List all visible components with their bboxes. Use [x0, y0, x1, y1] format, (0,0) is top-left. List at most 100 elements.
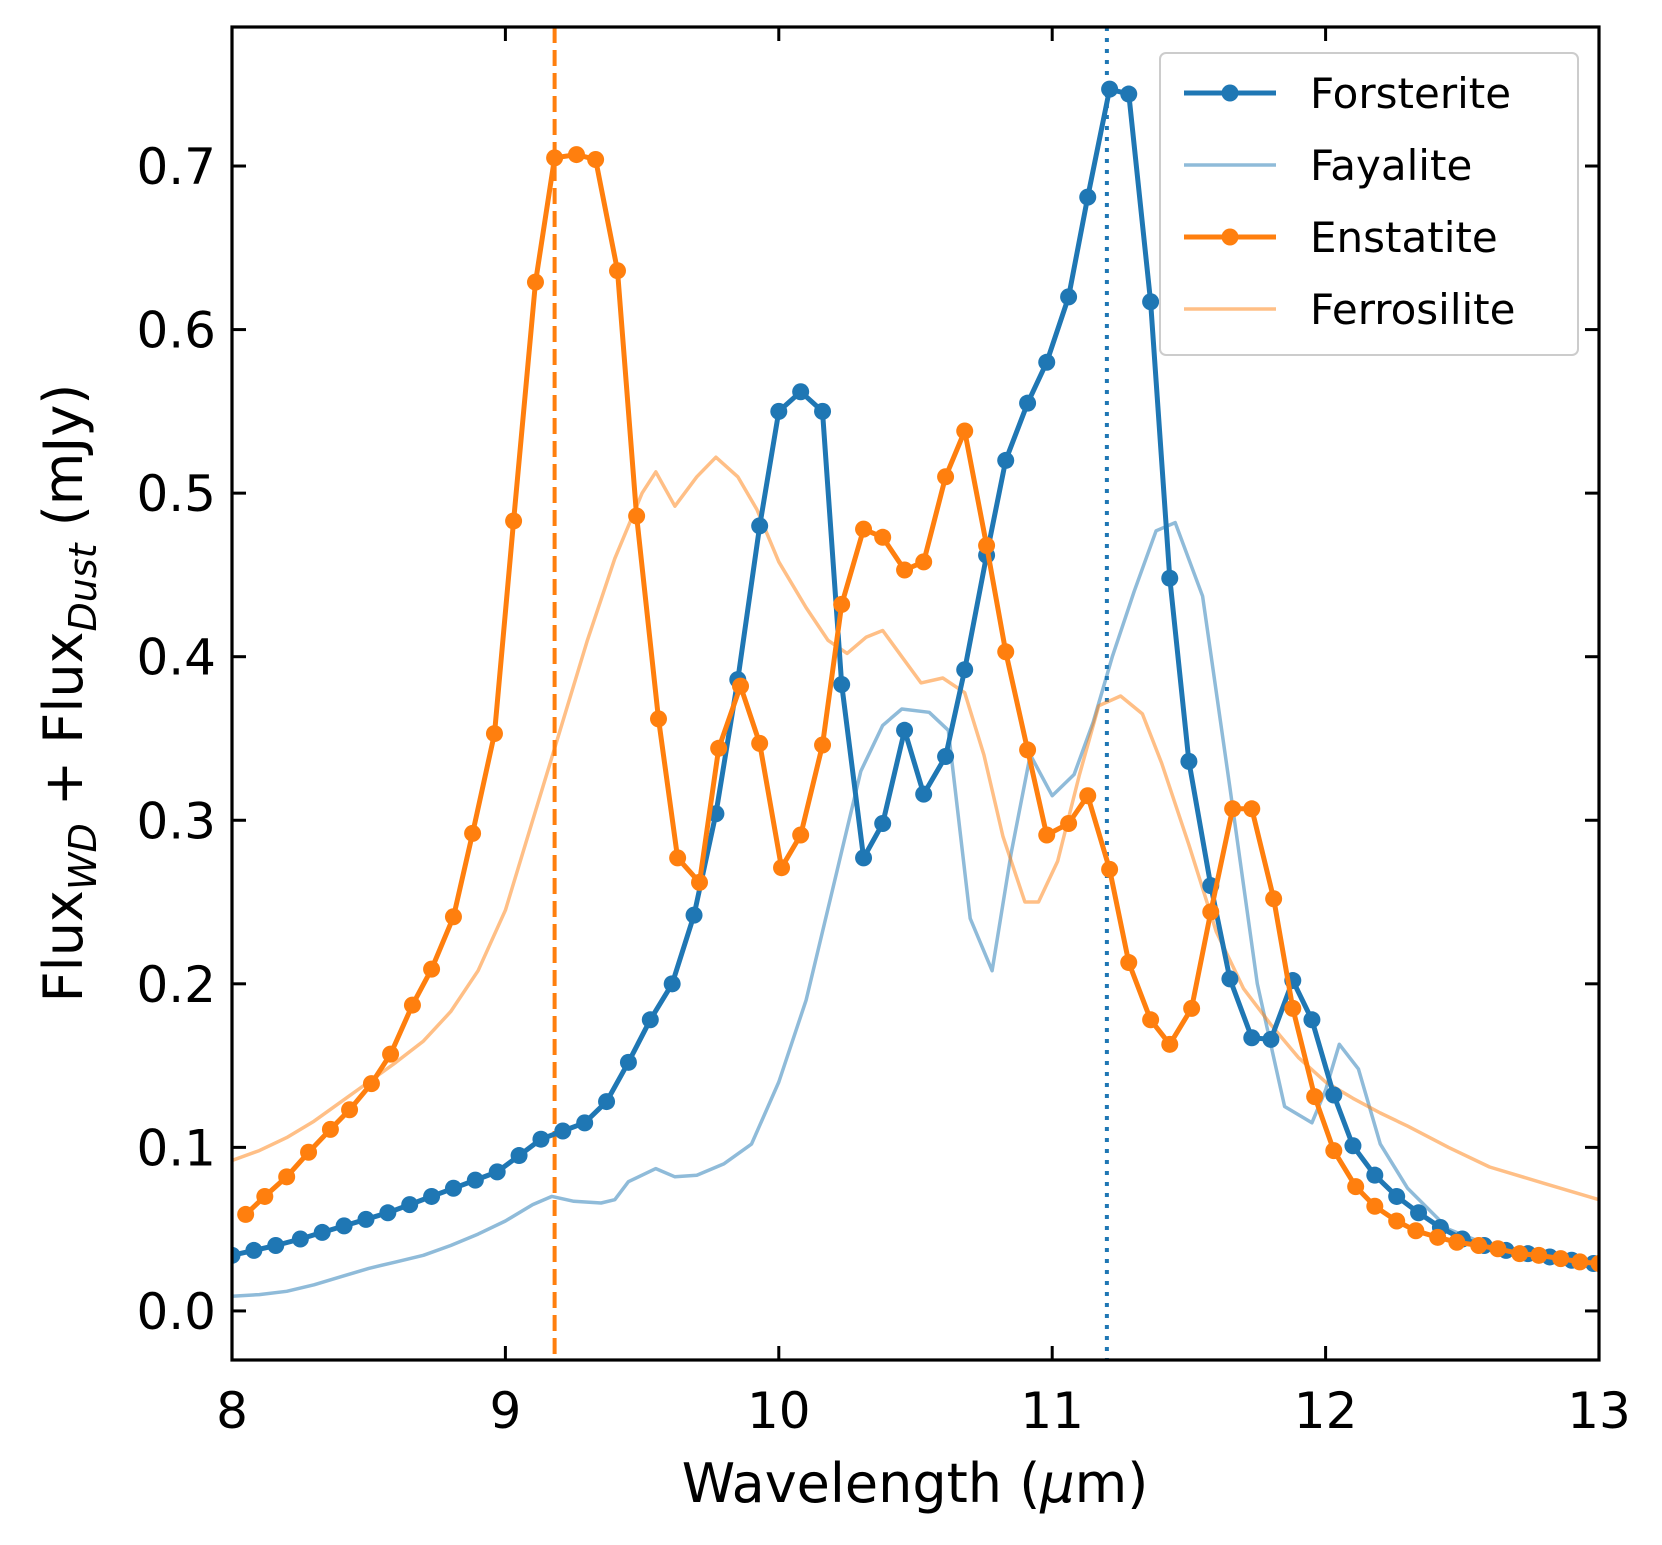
data-point-enstatite	[1101, 860, 1119, 878]
data-point-forsterite	[598, 1093, 616, 1111]
data-point-forsterite	[554, 1122, 572, 1140]
data-point-enstatite	[321, 1120, 339, 1138]
data-point-enstatite	[464, 824, 482, 842]
data-point-enstatite	[1243, 800, 1261, 818]
data-point-enstatite	[855, 520, 873, 538]
data-point-enstatite	[1038, 826, 1056, 844]
data-point-forsterite	[833, 676, 851, 694]
data-point-enstatite	[1265, 890, 1283, 908]
data-point-forsterite	[1180, 752, 1198, 770]
data-point-forsterite	[770, 402, 788, 420]
data-point-enstatite	[1530, 1246, 1548, 1264]
data-point-forsterite	[357, 1210, 375, 1228]
data-point-enstatite	[1388, 1212, 1406, 1230]
data-point-forsterite	[1410, 1204, 1428, 1222]
data-point-forsterite	[1060, 288, 1078, 306]
data-point-forsterite	[466, 1171, 484, 1189]
data-point-enstatite	[1325, 1142, 1343, 1160]
data-point-forsterite	[1344, 1137, 1362, 1155]
data-point-enstatite	[505, 512, 523, 530]
data-point-forsterite	[1161, 569, 1179, 587]
data-point-enstatite	[691, 873, 709, 891]
data-point-enstatite	[1552, 1250, 1570, 1268]
data-point-enstatite	[814, 736, 832, 754]
data-point-forsterite	[937, 747, 955, 765]
data-point-forsterite	[232, 1246, 241, 1264]
series-line-fayalite	[232, 520, 1599, 1298]
data-point-enstatite	[546, 149, 564, 167]
data-point-forsterite	[1325, 1086, 1343, 1104]
data-point-enstatite	[1183, 999, 1201, 1017]
data-point-forsterite	[685, 906, 703, 924]
x-tick-label: 9	[489, 1382, 521, 1440]
data-point-forsterite	[1303, 1011, 1321, 1029]
data-point-forsterite	[792, 383, 810, 401]
data-point-forsterite	[641, 1011, 659, 1029]
data-point-enstatite	[896, 561, 914, 579]
data-point-forsterite	[1366, 1166, 1384, 1184]
legend-marker	[1221, 228, 1239, 246]
data-point-forsterite	[1243, 1029, 1261, 1047]
data-point-enstatite	[608, 262, 626, 280]
legend-label: Forsterite	[1310, 69, 1511, 118]
data-point-enstatite	[710, 739, 728, 757]
y-tick-label: 0.2	[136, 956, 216, 1014]
data-point-forsterite	[510, 1147, 528, 1165]
data-point-enstatite	[1120, 954, 1138, 972]
data-point-enstatite	[256, 1187, 274, 1205]
data-point-forsterite	[1019, 394, 1037, 412]
data-point-forsterite	[1120, 85, 1138, 103]
data-point-enstatite	[792, 826, 810, 844]
x-tick-label: 13	[1567, 1382, 1631, 1440]
data-point-enstatite	[526, 273, 544, 291]
legend-label: Enstatite	[1310, 213, 1498, 262]
data-point-enstatite	[956, 422, 974, 440]
data-point-enstatite	[278, 1168, 296, 1186]
legend-item-forsterite: Forsterite	[1184, 69, 1511, 118]
data-point-forsterite	[423, 1187, 441, 1205]
data-point-enstatite	[874, 528, 892, 546]
data-point-enstatite	[669, 849, 687, 867]
x-tick-label: 10	[747, 1382, 811, 1440]
data-point-enstatite	[1019, 741, 1037, 759]
data-point-enstatite	[915, 553, 933, 571]
data-point-forsterite	[379, 1204, 397, 1222]
data-point-forsterite	[444, 1179, 462, 1197]
data-point-enstatite	[1161, 1035, 1179, 1053]
y-tick-label: 0.7	[136, 138, 216, 196]
y-tick-label: 0.1	[136, 1119, 216, 1177]
data-point-enstatite	[650, 710, 668, 728]
legend: Forsterite Fayalite Enstatite Ferrosilite	[1159, 52, 1579, 356]
data-point-forsterite	[313, 1223, 331, 1241]
data-point-enstatite	[833, 595, 851, 613]
data-point-enstatite	[1590, 1255, 1599, 1272]
data-point-enstatite	[1347, 1178, 1365, 1196]
data-point-forsterite	[267, 1237, 285, 1255]
data-point-forsterite	[291, 1230, 309, 1248]
y-axis-label: FluxWD + FluxDust (mJy)	[32, 384, 105, 1003]
data-point-enstatite	[423, 960, 441, 978]
data-point-enstatite	[444, 908, 462, 926]
y-tick-label: 0.3	[136, 792, 216, 850]
data-point-enstatite	[732, 677, 750, 695]
data-point-enstatite	[382, 1045, 400, 1063]
data-point-enstatite	[773, 859, 791, 877]
data-point-forsterite	[814, 402, 832, 420]
data-point-enstatite	[567, 146, 585, 164]
data-point-forsterite	[1388, 1187, 1406, 1205]
data-point-enstatite	[751, 734, 769, 752]
data-point-forsterite	[997, 451, 1015, 469]
data-point-enstatite	[1511, 1245, 1529, 1263]
data-point-forsterite	[488, 1163, 506, 1181]
data-point-enstatite	[237, 1205, 255, 1223]
data-point-forsterite	[896, 721, 914, 739]
data-point-enstatite	[1306, 1088, 1324, 1106]
data-point-enstatite	[403, 996, 421, 1014]
legend-item-fayalite: Fayalite	[1184, 141, 1472, 190]
data-point-enstatite	[978, 536, 996, 554]
y-tick-label: 0.4	[136, 629, 216, 687]
data-point-forsterite	[874, 815, 892, 833]
x-tick-label: 8	[216, 1382, 248, 1440]
legend-marker	[1221, 84, 1239, 102]
data-point-forsterite	[1221, 970, 1239, 988]
